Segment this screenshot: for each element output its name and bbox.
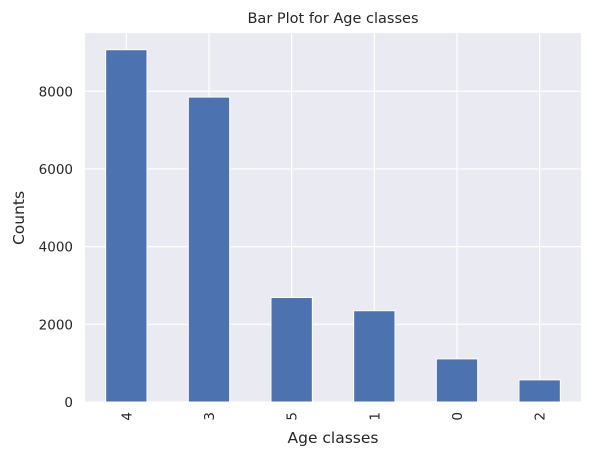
x-tick-label: 1 xyxy=(367,412,383,421)
x-axis-label: Age classes xyxy=(288,429,379,447)
bar-4 xyxy=(105,49,148,403)
chart-title: Bar Plot for Age classes xyxy=(247,11,418,27)
plot-area xyxy=(85,33,581,402)
bar-0 xyxy=(435,358,479,403)
y-tick-label: 6000 xyxy=(39,162,73,178)
y-tick-label: 0 xyxy=(64,395,73,411)
y-axis-label: Counts xyxy=(10,191,28,245)
y-tick-label: 4000 xyxy=(39,240,73,256)
y-tick-label: 8000 xyxy=(39,84,73,100)
x-tick-label: 5 xyxy=(285,412,301,421)
x-tick-label: 4 xyxy=(119,412,135,421)
x-tick-label: 3 xyxy=(202,412,218,421)
bar-2 xyxy=(518,379,561,403)
bar-1 xyxy=(353,310,396,403)
bars xyxy=(105,49,561,403)
bar-5 xyxy=(270,297,313,403)
x-tick-label: 2 xyxy=(533,412,549,421)
bar-3 xyxy=(187,96,231,403)
x-tick-label: 0 xyxy=(450,412,466,421)
x-axis-ticks: 4 3 5 1 0 2 xyxy=(119,412,548,421)
y-axis-ticks: 0 2000 4000 6000 8000 xyxy=(39,84,73,411)
y-tick-label: 2000 xyxy=(39,317,73,333)
